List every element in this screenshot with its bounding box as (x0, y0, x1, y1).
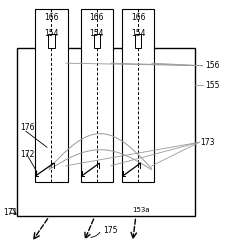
Text: 154: 154 (44, 29, 59, 38)
Text: 175: 175 (104, 226, 118, 234)
Text: 153a: 153a (133, 207, 150, 213)
Text: 166: 166 (44, 13, 59, 22)
Text: 156: 156 (205, 61, 219, 70)
Bar (48, 34, 55, 48)
Bar (35, 9, 68, 182)
Text: 171: 171 (4, 208, 18, 217)
Bar (81, 9, 113, 182)
Text: 154: 154 (131, 29, 145, 38)
Text: 155: 155 (205, 81, 219, 90)
Text: 166: 166 (131, 13, 145, 22)
Text: 173: 173 (200, 138, 215, 147)
Bar (122, 9, 154, 182)
Bar (94, 34, 100, 48)
Bar (135, 34, 141, 48)
Text: 176: 176 (20, 123, 35, 132)
Bar (17, 48, 195, 216)
Text: 172: 172 (20, 150, 35, 159)
Text: 154: 154 (90, 29, 104, 38)
Text: 166: 166 (90, 13, 104, 22)
